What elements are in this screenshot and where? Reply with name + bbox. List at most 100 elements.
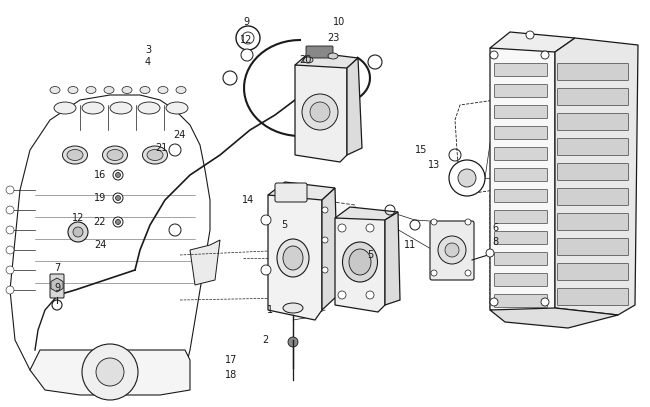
FancyBboxPatch shape xyxy=(495,168,547,182)
Polygon shape xyxy=(385,212,400,305)
FancyBboxPatch shape xyxy=(495,210,547,223)
Circle shape xyxy=(431,219,437,225)
FancyBboxPatch shape xyxy=(495,63,547,77)
Ellipse shape xyxy=(166,102,188,114)
Text: 1: 1 xyxy=(267,305,273,315)
FancyBboxPatch shape xyxy=(495,85,547,98)
Ellipse shape xyxy=(140,87,150,94)
Polygon shape xyxy=(322,188,338,310)
Polygon shape xyxy=(295,60,347,162)
Circle shape xyxy=(490,51,498,59)
Polygon shape xyxy=(490,32,575,52)
Polygon shape xyxy=(268,190,322,320)
Text: 13: 13 xyxy=(428,160,440,170)
Ellipse shape xyxy=(142,146,168,164)
Text: 12: 12 xyxy=(72,213,84,223)
Ellipse shape xyxy=(349,249,371,275)
FancyBboxPatch shape xyxy=(495,274,547,287)
FancyBboxPatch shape xyxy=(558,289,629,306)
Text: 18: 18 xyxy=(225,370,237,380)
Circle shape xyxy=(288,337,298,347)
Circle shape xyxy=(458,169,476,187)
Circle shape xyxy=(116,195,120,201)
FancyBboxPatch shape xyxy=(495,190,547,203)
Circle shape xyxy=(223,71,237,85)
FancyBboxPatch shape xyxy=(558,239,629,256)
Circle shape xyxy=(116,173,120,177)
Ellipse shape xyxy=(283,303,303,313)
Circle shape xyxy=(116,219,120,225)
Circle shape xyxy=(82,344,138,400)
Polygon shape xyxy=(278,195,362,255)
FancyBboxPatch shape xyxy=(495,147,547,160)
Text: 8: 8 xyxy=(492,237,498,247)
Circle shape xyxy=(338,224,346,232)
Ellipse shape xyxy=(122,87,132,94)
Ellipse shape xyxy=(343,242,378,282)
Ellipse shape xyxy=(158,87,168,94)
Circle shape xyxy=(6,206,14,214)
Polygon shape xyxy=(335,207,398,220)
Circle shape xyxy=(366,224,374,232)
Circle shape xyxy=(6,266,14,274)
FancyBboxPatch shape xyxy=(558,114,629,131)
Text: 24: 24 xyxy=(94,240,106,250)
Circle shape xyxy=(465,270,471,276)
Text: 4: 4 xyxy=(145,57,151,67)
Text: 17: 17 xyxy=(225,355,237,365)
Ellipse shape xyxy=(147,149,163,160)
Text: 3: 3 xyxy=(145,45,151,55)
FancyBboxPatch shape xyxy=(50,274,64,298)
Polygon shape xyxy=(490,308,618,328)
Text: 11: 11 xyxy=(404,240,416,250)
Circle shape xyxy=(261,215,271,225)
Ellipse shape xyxy=(277,239,309,277)
Text: 19: 19 xyxy=(94,193,106,203)
Circle shape xyxy=(113,217,123,227)
Circle shape xyxy=(113,170,123,180)
Circle shape xyxy=(6,286,14,294)
Circle shape xyxy=(169,224,181,236)
FancyBboxPatch shape xyxy=(495,105,547,118)
Text: 16: 16 xyxy=(94,170,106,180)
FancyBboxPatch shape xyxy=(558,138,629,155)
Circle shape xyxy=(302,94,338,130)
Circle shape xyxy=(486,249,494,257)
Circle shape xyxy=(541,51,549,59)
Text: 2: 2 xyxy=(262,335,268,345)
Circle shape xyxy=(490,298,498,306)
Circle shape xyxy=(6,246,14,254)
Circle shape xyxy=(322,267,328,273)
Circle shape xyxy=(322,207,328,213)
Ellipse shape xyxy=(50,87,60,94)
Circle shape xyxy=(366,291,374,299)
Circle shape xyxy=(241,49,253,61)
Ellipse shape xyxy=(68,87,78,94)
FancyBboxPatch shape xyxy=(558,188,629,206)
Ellipse shape xyxy=(54,102,76,114)
FancyBboxPatch shape xyxy=(558,88,629,105)
Circle shape xyxy=(169,144,181,156)
Ellipse shape xyxy=(104,87,114,94)
Circle shape xyxy=(541,298,549,306)
Ellipse shape xyxy=(86,87,96,94)
Circle shape xyxy=(73,227,83,237)
Circle shape xyxy=(310,102,330,122)
Circle shape xyxy=(322,237,328,243)
Circle shape xyxy=(445,243,459,257)
Polygon shape xyxy=(295,52,358,68)
FancyBboxPatch shape xyxy=(495,232,547,245)
Ellipse shape xyxy=(328,53,338,59)
Text: 15: 15 xyxy=(415,145,427,155)
Polygon shape xyxy=(10,95,210,390)
Text: 5: 5 xyxy=(367,250,373,260)
Text: 20: 20 xyxy=(299,55,311,65)
Text: 9: 9 xyxy=(243,17,249,27)
Text: 10: 10 xyxy=(333,17,345,27)
FancyBboxPatch shape xyxy=(558,164,629,180)
Text: 23: 23 xyxy=(327,33,339,43)
Text: 14: 14 xyxy=(242,195,254,205)
Polygon shape xyxy=(490,42,555,318)
Circle shape xyxy=(465,219,471,225)
Text: 12: 12 xyxy=(240,35,252,45)
